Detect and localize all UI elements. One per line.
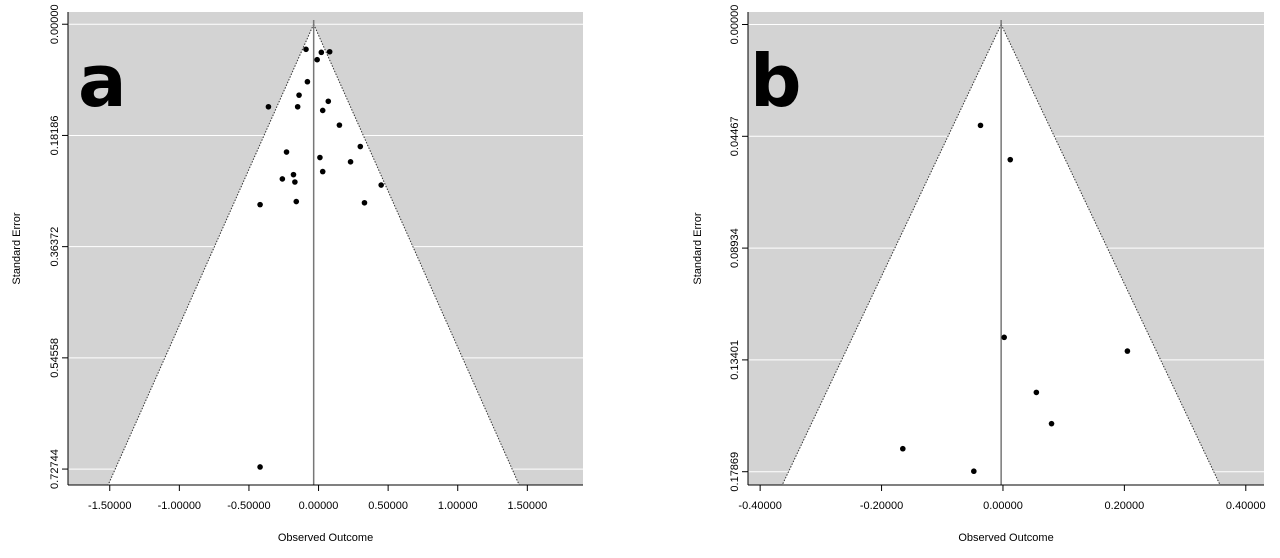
data-point bbox=[279, 176, 286, 182]
y-tick-label: 0.36372 bbox=[49, 227, 61, 267]
funnel-left-edge bbox=[107, 24, 315, 485]
x-axis-title: Observed Outcome bbox=[278, 532, 373, 544]
panel-letter: b bbox=[750, 39, 802, 123]
data-point bbox=[977, 122, 984, 129]
funnel-right-edge bbox=[313, 24, 520, 485]
y-axis-title: Standard Error bbox=[11, 212, 23, 284]
y-tick-label: 0.13401 bbox=[729, 340, 741, 380]
data-point bbox=[257, 201, 263, 208]
data-point bbox=[292, 179, 298, 185]
panel-b: 0.00000 0.04467 0.08934 0.13401 0.17869 -0.40… bbox=[692, 5, 1266, 544]
data-point bbox=[347, 159, 354, 165]
data-point bbox=[290, 171, 297, 178]
data-point bbox=[294, 103, 301, 110]
data-point bbox=[1001, 334, 1007, 341]
funnel-left-edge bbox=[781, 24, 1002, 485]
x-tick-label: -0.40000 bbox=[738, 500, 781, 512]
panel-letter: a bbox=[78, 39, 127, 123]
funnel-group bbox=[781, 20, 1221, 485]
x-tick-label: 0.50000 bbox=[368, 500, 408, 512]
x-tick-label: 1.50000 bbox=[507, 500, 547, 512]
x-tick-label: -1.00000 bbox=[158, 500, 201, 512]
data-point bbox=[293, 198, 300, 205]
x-tick-label: 1.00000 bbox=[438, 500, 478, 512]
data-point bbox=[325, 98, 332, 105]
y-axis-title: Standard Error bbox=[692, 212, 704, 284]
data-point bbox=[303, 46, 309, 53]
x-tick-label: 0.40000 bbox=[1226, 500, 1266, 512]
y-tick-label: 0.18186 bbox=[49, 116, 61, 156]
data-point bbox=[1007, 156, 1014, 163]
y-tick-label: 0.00000 bbox=[49, 4, 61, 44]
data-point bbox=[971, 468, 977, 475]
funnel-right-edge bbox=[1000, 24, 1221, 485]
data-point bbox=[296, 92, 302, 98]
y-tick-label: 0.00000 bbox=[729, 5, 741, 45]
data-point bbox=[304, 78, 311, 85]
data-point bbox=[361, 199, 368, 206]
data-point bbox=[318, 49, 325, 56]
data-point bbox=[378, 182, 384, 188]
x-tick-label: -0.50000 bbox=[227, 500, 270, 512]
funnel-group bbox=[107, 20, 520, 485]
x-tick-label: 0.00000 bbox=[983, 500, 1023, 512]
data-point bbox=[319, 168, 326, 175]
data-point bbox=[283, 149, 290, 155]
data-point bbox=[319, 107, 326, 114]
y-tick-label: 0.08934 bbox=[729, 228, 741, 268]
x-tick-label: 0.00000 bbox=[299, 500, 339, 512]
y-tick-label: 0.17869 bbox=[729, 452, 741, 492]
data-point bbox=[265, 103, 272, 110]
data-point bbox=[1048, 420, 1055, 427]
y-tick-label: 0.72744 bbox=[49, 449, 61, 489]
data-point bbox=[357, 143, 364, 150]
x-axis-title: Observed Outcome bbox=[958, 532, 1053, 544]
x-tick-label: -0.20000 bbox=[860, 500, 903, 512]
data-point bbox=[326, 48, 333, 55]
data-point bbox=[257, 464, 263, 470]
y-tick-label: 0.04467 bbox=[729, 116, 741, 156]
data-point bbox=[314, 56, 320, 63]
data-point bbox=[336, 122, 343, 128]
panel-a: 0.00000 0.18186 0.36372 0.54558 0.72744 -1.50… bbox=[11, 4, 583, 544]
data-point bbox=[317, 154, 323, 161]
y-tick-label: 0.54558 bbox=[49, 338, 61, 378]
data-point bbox=[1124, 348, 1131, 354]
x-tick-label: -1.50000 bbox=[88, 500, 131, 512]
x-tick-label: 0.20000 bbox=[1104, 500, 1144, 512]
data-point bbox=[1033, 389, 1040, 396]
data-point bbox=[900, 445, 906, 452]
